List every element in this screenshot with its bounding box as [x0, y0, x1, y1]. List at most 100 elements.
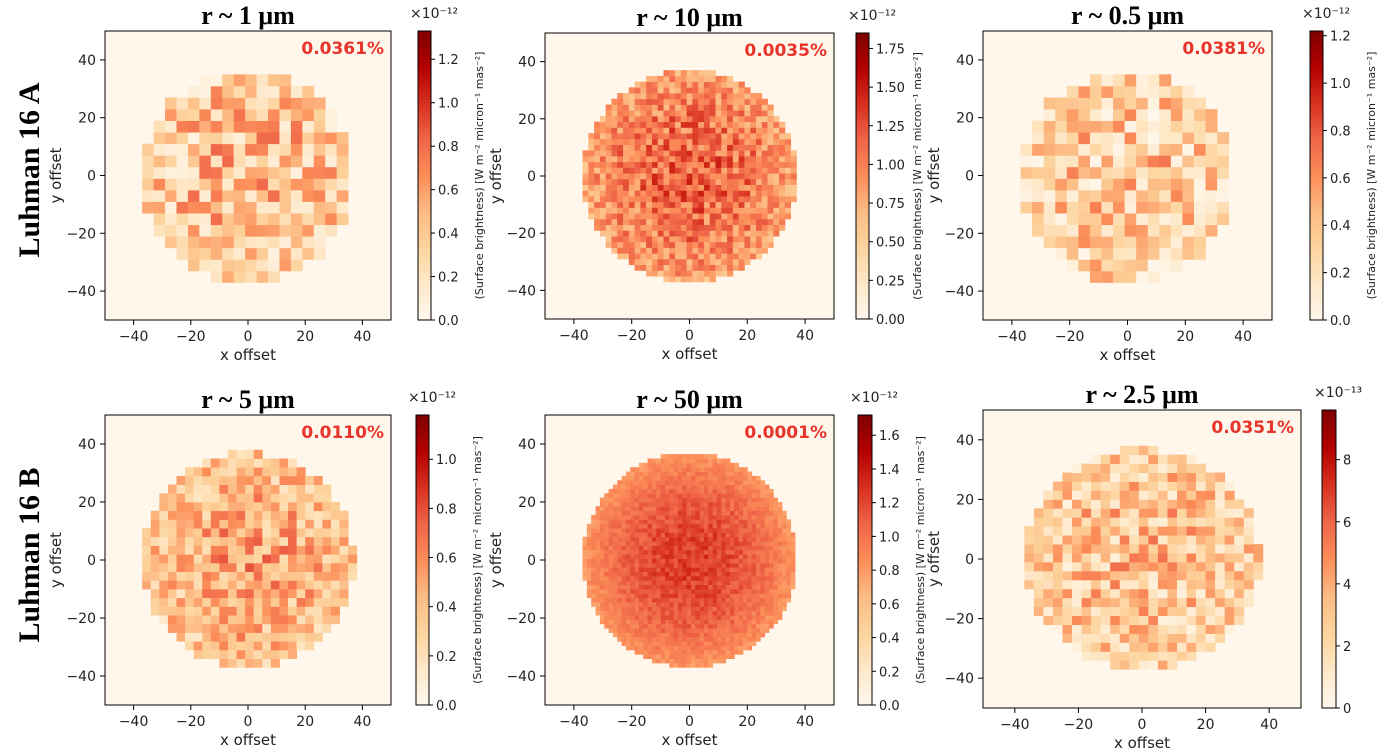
map-cell: [708, 549, 714, 555]
map-cell: [692, 161, 699, 168]
colorbar-tick-label: 0.6: [436, 552, 457, 567]
map-cell: [608, 506, 614, 512]
map-cell: [698, 150, 705, 157]
map-cell: [779, 184, 786, 191]
map-cell: [686, 247, 693, 254]
map-cell: [673, 515, 679, 520]
map-cell: [656, 493, 661, 499]
map-cell: [604, 589, 609, 594]
map-cell: [760, 628, 766, 633]
map-cell: [1176, 642, 1187, 652]
map-cell: [669, 484, 675, 490]
map-cell: [611, 218, 618, 226]
map-cell: [630, 619, 635, 625]
map-cell: [1170, 166, 1183, 179]
map-cell: [664, 593, 670, 599]
map-cell: [677, 558, 683, 564]
map-cell: [663, 196, 670, 203]
map-cell: [643, 510, 648, 516]
map-cell: [1243, 535, 1254, 545]
map-cell: [305, 554, 315, 564]
map-cell: [1159, 166, 1172, 179]
map-cell: [712, 462, 718, 468]
map-cell: [256, 189, 269, 202]
map-cell: [167, 597, 177, 607]
map-cell: [729, 619, 735, 625]
map-cell: [647, 567, 653, 572]
map-cell: [142, 528, 152, 538]
map-cell: [686, 532, 692, 538]
map-cell: [1136, 259, 1149, 272]
map-cell: [623, 241, 630, 248]
map-cell: [302, 97, 315, 110]
map-cell: [1205, 155, 1218, 168]
map-cell: [1119, 517, 1130, 527]
map-cell: [1091, 597, 1102, 608]
map-cell: [605, 133, 612, 140]
map-cell: [651, 528, 657, 533]
map-cell: [210, 615, 220, 625]
map-cell: [664, 549, 670, 555]
map-cell: [634, 562, 640, 568]
map-cell: [142, 571, 152, 581]
map-cell: [715, 98, 722, 105]
map-cell: [725, 610, 731, 616]
map-cell: [721, 480, 727, 485]
map-cell: [219, 658, 229, 668]
map-cell: [703, 645, 709, 651]
map-cell: [764, 519, 770, 525]
map-cell: [1176, 526, 1187, 536]
map-cell: [165, 201, 177, 214]
map-cell: [1186, 526, 1197, 536]
map-cell: [727, 247, 734, 254]
map-cell: [1101, 236, 1114, 249]
map-cell: [755, 562, 761, 568]
map-cell: [673, 545, 679, 551]
map-cell: [1157, 642, 1168, 652]
map-cell: [755, 201, 763, 208]
map-cell: [732, 150, 740, 157]
map-cell: [715, 110, 722, 117]
map-cell: [1205, 508, 1216, 518]
map-cell: [699, 649, 705, 655]
map-cell: [721, 641, 727, 646]
map-cell: [712, 571, 718, 577]
map-cell: [703, 98, 711, 105]
map-cell: [313, 201, 326, 214]
map-cell: [142, 562, 152, 572]
map-cell: [734, 532, 740, 538]
map-cell: [634, 150, 641, 157]
map-cell: [625, 549, 631, 555]
panel-title: r ~ 5 μm: [201, 385, 295, 414]
map-cell: [1091, 615, 1102, 625]
map-cell: [1078, 155, 1091, 168]
map-cell: [708, 493, 714, 499]
map-cell: [732, 190, 740, 197]
map-cell: [708, 649, 714, 655]
map-cell: [709, 270, 716, 277]
map-cell: [591, 562, 596, 568]
map-cell: [708, 458, 714, 464]
map-cell: [591, 575, 596, 581]
map-cell: [651, 150, 659, 157]
map-cell: [790, 541, 796, 546]
map-cell: [176, 189, 189, 202]
map-cell: [712, 623, 718, 629]
map-cell: [750, 161, 757, 168]
map-cell: [150, 597, 160, 607]
map-cell: [599, 173, 607, 180]
map-cell: [742, 480, 748, 485]
map-cell: [630, 502, 635, 507]
map-cell: [656, 615, 661, 620]
map-cell: [669, 276, 676, 283]
map-cell: [638, 619, 644, 625]
map-cell: [604, 554, 609, 559]
map-cell: [1136, 85, 1149, 98]
map-cell: [660, 623, 666, 629]
map-cell: [634, 127, 641, 134]
map-cell: [586, 541, 592, 546]
map-cell: [227, 589, 237, 599]
map-cell: [751, 602, 757, 607]
map-cell: [703, 138, 711, 145]
map-cell: [716, 641, 722, 646]
